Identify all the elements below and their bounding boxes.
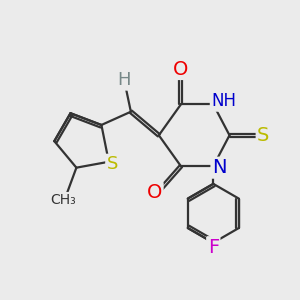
Text: S: S [106,155,118,173]
Text: O: O [147,183,162,202]
Text: H: H [117,71,130,89]
Text: S: S [257,126,269,145]
Text: CH₃: CH₃ [50,193,76,207]
Text: NH: NH [211,92,236,110]
Text: F: F [208,238,219,257]
Text: O: O [173,59,189,79]
Text: N: N [212,158,226,177]
